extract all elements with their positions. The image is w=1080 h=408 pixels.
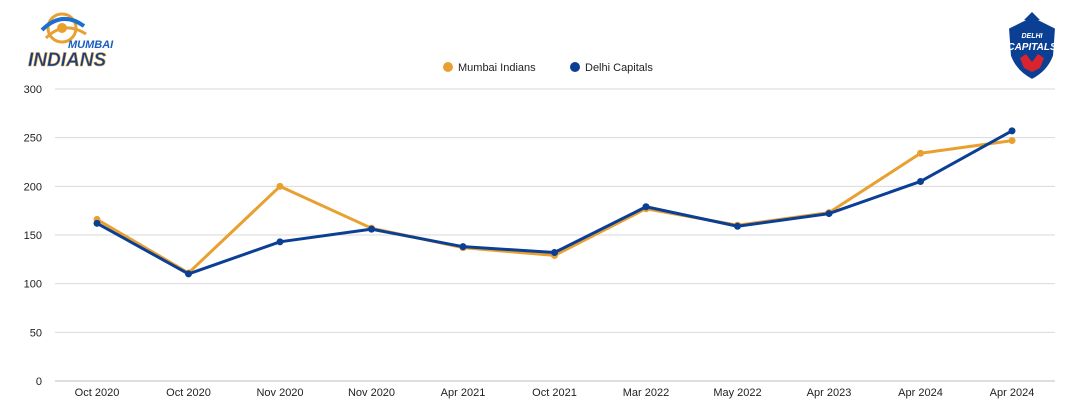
y-axis: 0 50 100 150 200 250 300 (24, 84, 42, 388)
legend-item-mumbai: Mumbai Indians (443, 62, 536, 74)
y-tick-label: 200 (24, 181, 42, 193)
x-tick-label: Oct 2020 (75, 387, 120, 399)
data-point-delhi (734, 222, 741, 230)
legend: Mumbai Indians Delhi Capitals (443, 62, 653, 74)
data-point-delhi (917, 177, 924, 185)
x-axis: Oct 2020 Oct 2020 Nov 2020 Nov 2020 Apr 2021… (75, 387, 1035, 399)
data-point-delhi (276, 238, 284, 246)
x-tick-label: Apr 2023 (807, 387, 852, 399)
mumbai-indians-logo: MUMBAI INDIANS (24, 8, 124, 71)
x-tick-label: Nov 2020 (256, 387, 303, 399)
y-tick-label: 50 (30, 327, 42, 339)
y-tick-label: 300 (24, 84, 42, 96)
data-point-delhi (1008, 127, 1016, 135)
mumbai-indians-emblem-icon (40, 12, 87, 44)
series-delhi (93, 127, 1016, 278)
y-tick-label: 250 (24, 133, 42, 145)
data-point-delhi (93, 219, 101, 227)
x-tick-label: Oct 2021 (532, 387, 577, 399)
delhi-capitals-shield-icon (1006, 14, 1058, 82)
mumbai-logo-line2: INDIANS (28, 50, 106, 70)
data-point-delhi (185, 270, 192, 278)
legend-item-delhi: Delhi Capitals (570, 62, 653, 74)
x-tick-label: Apr 2024 (898, 387, 943, 399)
mumbai-logo-line1: MUMBAI (68, 39, 114, 51)
data-point-mumbai (917, 149, 924, 157)
delhi-capitals-logo: DELHI CAPITALS (1000, 10, 1064, 82)
y-tick-label: 100 (24, 279, 42, 291)
x-tick-label: Apr 2021 (441, 387, 486, 399)
y-tick-label: 0 (36, 376, 42, 388)
delhi-logo-line1: DELHI (1022, 33, 1044, 40)
legend-marker-delhi (570, 62, 580, 72)
data-point-delhi (368, 225, 375, 233)
data-point-delhi (551, 249, 558, 257)
x-tick-label: May 2022 (713, 387, 761, 399)
y-tick-label: 150 (24, 230, 42, 242)
x-tick-label: Nov 2020 (348, 387, 395, 399)
legend-marker-mumbai (443, 62, 453, 72)
grid (55, 88, 1055, 382)
data-point-delhi (825, 210, 833, 218)
data-point-mumbai (276, 182, 284, 190)
x-tick-label: Oct 2020 (166, 387, 211, 399)
delhi-logo-line2: CAPITALS (1007, 42, 1057, 53)
data-point-delhi (459, 243, 467, 251)
series-group (93, 127, 1016, 278)
legend-label-delhi: Delhi Capitals (585, 62, 653, 74)
legend-label-mumbai: Mumbai Indians (458, 62, 536, 74)
data-point-delhi (642, 203, 650, 211)
data-point-mumbai (1008, 137, 1016, 145)
x-tick-label: Mar 2022 (623, 387, 669, 399)
x-tick-label: Apr 2024 (990, 387, 1035, 399)
